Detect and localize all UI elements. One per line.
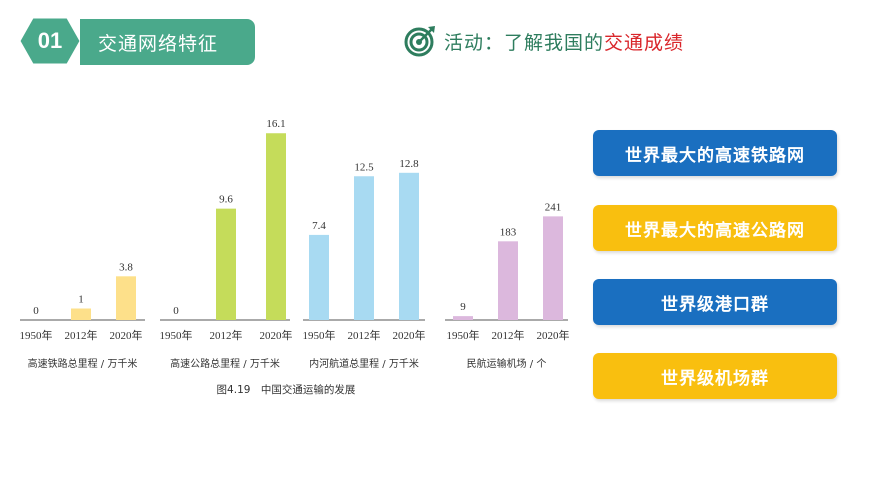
chart-1-bar-1 (216, 208, 236, 320)
chart-0-value-label-2: 3.8 (119, 261, 133, 273)
chart-1-caption: 高速公路总里程 / 万千米 (170, 357, 280, 370)
chart-3-bar-2 (543, 216, 563, 320)
chart-1-bar-2 (266, 133, 286, 320)
chart-2-tick-0: 1950年 (303, 328, 336, 342)
chart-2-bar-1 (354, 176, 374, 320)
chart-1-value-label-1: 9.6 (219, 194, 233, 206)
target-icon (404, 26, 435, 57)
chart-0-tick-2: 2020年 (110, 328, 143, 342)
chart-2-bar-0 (309, 234, 329, 320)
chart-0-bar-1 (71, 308, 91, 320)
chart-1-value-label-0: 0 (173, 305, 179, 317)
airport-cluster-button[interactable]: 世界级机场群 (593, 353, 837, 399)
activity-prefix: 活动：了解我国的 (444, 31, 605, 54)
chart-0-bar-2 (116, 276, 136, 320)
section-number: 01 (37, 28, 63, 53)
chart-2-caption: 内河航道总里程 / 万千米 (309, 357, 419, 370)
chart-2-value-label-0: 7.4 (312, 220, 326, 232)
chart-3-caption: 民航运输机场 / 个 (467, 357, 547, 370)
section-title: 交通网络特征 (80, 19, 255, 65)
chart-0-tick-0: 1950年 (20, 328, 53, 342)
chart-1-tick-0: 1950年 (160, 328, 193, 342)
chart-3-tick-2: 2020年 (537, 328, 570, 342)
activity-highlight: 交通成绩 (604, 31, 685, 54)
chart-2-tick-2: 2020年 (393, 328, 426, 342)
chart-3-bar-1 (498, 241, 518, 320)
figure-caption: 图4.19 中国交通运输的发展 (217, 383, 356, 396)
activity-title: 活动：了解我国的 交通成绩 (404, 24, 684, 58)
chart-2-value-label-1: 12.5 (354, 161, 374, 173)
chart-1-tick-1: 2012年 (210, 328, 243, 342)
chart-3-tick-1: 2012年 (492, 328, 525, 342)
chart-3-bar-0 (453, 316, 473, 320)
chart-0-value-label-1: 1 (78, 294, 84, 306)
chart-3-value-label-1: 183 (500, 226, 517, 238)
chart-1-value-label-2: 16.1 (266, 118, 285, 130)
chart-1-tick-2: 2020年 (260, 328, 293, 342)
high-speed-rail-button[interactable]: 世界最大的高速铁路网 (593, 130, 837, 176)
chart-0-tick-1: 2012年 (65, 328, 98, 342)
section-number-hexagon (19, 17, 81, 65)
chart-2-bar-2 (399, 172, 419, 320)
chart-0-value-label-0: 0 (33, 305, 39, 317)
expressway-button[interactable]: 世界最大的高速公路网 (593, 205, 837, 251)
chart-0-caption: 高速铁路总里程 / 万千米 (28, 357, 138, 370)
chart-2-value-label-2: 12.8 (399, 158, 419, 170)
chart-3-tick-0: 1950年 (447, 328, 480, 342)
chart-3-value-label-2: 241 (545, 201, 562, 213)
chart-3-value-label-0: 9 (460, 301, 466, 313)
port-cluster-button[interactable]: 世界级港口群 (593, 279, 837, 325)
chart-2-tick-1: 2012年 (348, 328, 381, 342)
